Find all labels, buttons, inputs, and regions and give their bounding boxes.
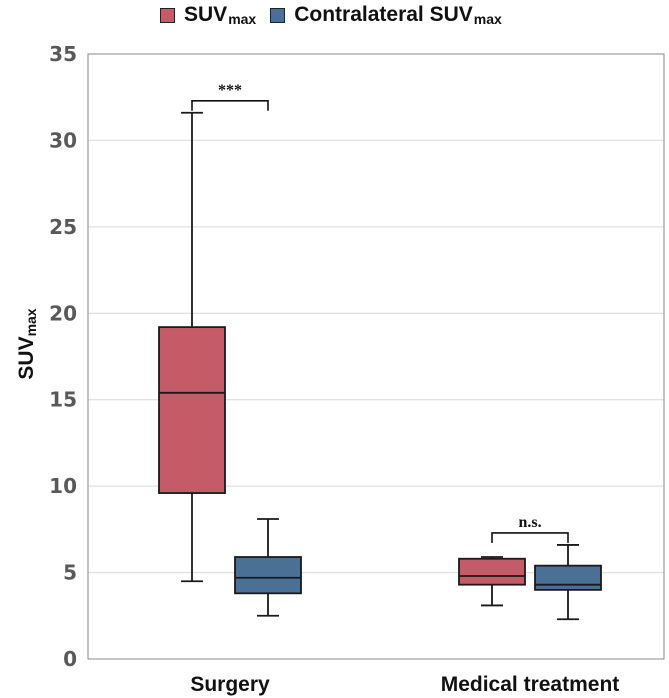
y-tick-label-5: 5 (63, 561, 77, 585)
y-tick-label-25: 25 (49, 215, 77, 239)
box-s1-c0 (234, 556, 302, 595)
significance-label-1: n.s. (518, 514, 541, 531)
y-tick-label-15: 15 (49, 388, 77, 412)
box-s1-c1 (534, 564, 602, 591)
legend-item-contralateral[interactable]: Contralateral SUVmax (270, 3, 502, 27)
y-tick-label-20: 20 (49, 301, 77, 325)
legend: SUVmax Contralateral SUVmax (160, 0, 516, 30)
plot-frame (87, 53, 665, 660)
significance-label-0: *** (218, 82, 242, 99)
legend-swatch-suvmax (160, 7, 175, 23)
significance-bracket-0 (191, 99, 269, 111)
legend-label-suvmax: SUVmax (184, 3, 257, 27)
y-tick-label-30: 30 (49, 128, 77, 152)
legend-item-suvmax[interactable]: SUVmax (160, 3, 256, 27)
x-tick-label-1: Medical treatment (441, 673, 620, 696)
legend-label-contralateral: Contralateral SUVmax (294, 3, 502, 27)
box-s0-c1 (458, 557, 526, 586)
y-tick-label-10: 10 (49, 474, 77, 498)
legend-swatch-contralateral (270, 7, 286, 23)
x-tick-label-0: Surgery (190, 673, 270, 696)
significance-bracket-1 (491, 532, 569, 543)
y-tick-label-0: 0 (63, 647, 77, 671)
y-tick-label-35: 35 (49, 42, 77, 66)
box-s0-c0 (158, 326, 226, 494)
